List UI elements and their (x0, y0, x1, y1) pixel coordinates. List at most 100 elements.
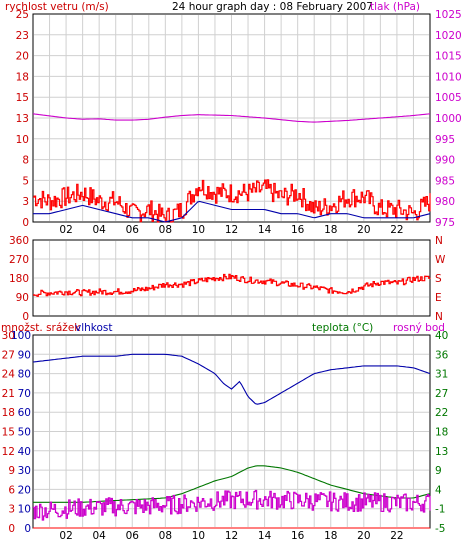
right-tick-label: -1 (435, 504, 445, 516)
series-line (33, 179, 431, 223)
x-tick-label: 04 (92, 530, 106, 542)
x-tick-label: 22 (390, 530, 403, 542)
left-tick-label: 20 (16, 51, 29, 63)
wind-pressure-chart (32, 13, 431, 223)
left-tick-label: 12 (2, 446, 15, 458)
right-tick-label: 995 (435, 134, 455, 146)
left-tick-label: 30 (2, 330, 15, 342)
right-tick-label: 1020 (435, 30, 462, 42)
left-tick-label: 13 (16, 113, 29, 125)
right-tick-label: 40 (435, 330, 448, 342)
left-tick-label: 5 (22, 175, 29, 187)
x-tick-label: 04 (92, 224, 106, 236)
left-tick-label: 360 (9, 235, 29, 247)
x-axis-hour-labels: 02 04 06 08 10 12 14 16 18 20 22 02 04 06 08 10 12 14 16 18… (59, 224, 403, 542)
right-tick-label: 1000 (435, 113, 462, 125)
left-tick-label: 0 (22, 217, 29, 229)
left-tick-label: 6 (8, 484, 15, 496)
x-tick-label: 06 (126, 224, 140, 236)
x-tick-label: 02 (59, 224, 72, 236)
x-tick-label: 12 (225, 530, 238, 542)
humidity-tick-label: 30 (18, 465, 31, 477)
left-tick-label: 180 (9, 273, 29, 285)
left-tick-label: 8 (22, 155, 29, 167)
left-tick-label: 23 (16, 30, 29, 42)
left-tick-label: 21 (2, 388, 15, 400)
right-tick-label: 1015 (435, 51, 462, 63)
left-tick-label: 270 (9, 254, 29, 266)
right-tick-label: 985 (435, 175, 455, 187)
left-tick-label: 0 (8, 523, 15, 535)
humidity-tick-label: 70 (18, 388, 31, 400)
pressure-label: tlak (hPa) (370, 1, 420, 13)
right-tick-label: 1025 (435, 9, 462, 21)
left-tick-label: 18 (2, 407, 15, 419)
right-tick-label: -5 (435, 523, 445, 535)
x-tick-label: 02 (59, 530, 72, 542)
right-tick-label: N (435, 235, 443, 247)
x-tick-label: 18 (324, 224, 337, 236)
temperature-label: teplota (°C) (312, 322, 373, 334)
x-tick-label: 12 (225, 224, 238, 236)
x-tick-label: 08 (159, 224, 172, 236)
humidity-temperature-chart (32, 334, 431, 529)
humidity-tick-label: 100 (11, 330, 31, 342)
right-tick-label: 27 (435, 388, 448, 400)
humidity-label: vlhkost (75, 322, 113, 334)
precipitation-label: množst. srážek (1, 322, 81, 334)
humidity-tick-label: 90 (18, 349, 31, 361)
right-tick-label: 31 (435, 369, 448, 381)
right-tick-label: 4 (435, 484, 442, 496)
right-tick-label: 1005 (435, 92, 462, 104)
wind-direction-chart (32, 239, 431, 317)
left-tick-label: 25 (16, 9, 29, 21)
humidity-tick-label: 40 (18, 446, 31, 458)
right-tick-label: 980 (435, 196, 455, 208)
x-tick-label: 06 (126, 530, 140, 542)
left-tick-label: 90 (16, 292, 29, 304)
right-tick-label: 18 (435, 427, 448, 439)
left-tick-label: 10 (16, 134, 29, 146)
humidity-tick-label: 50 (18, 427, 31, 439)
right-tick-label: E (435, 292, 442, 304)
humidity-tick-label: 60 (18, 407, 31, 419)
right-tick-label: N (435, 311, 443, 323)
humidity-tick-label: 0 (24, 523, 31, 535)
series-line (32, 353, 431, 405)
x-tick-label: 08 (159, 530, 172, 542)
x-tick-label: 20 (357, 224, 370, 236)
humidity-tick-label: 80 (18, 369, 31, 381)
x-tick-label: 10 (192, 224, 205, 236)
series-line (32, 113, 431, 123)
x-tick-label: 20 (357, 530, 370, 542)
left-tick-label: 15 (16, 92, 29, 104)
wind-speed-label: rychlost vetru (m/s) (5, 1, 109, 13)
right-tick-label: 36 (435, 349, 449, 361)
right-tick-label: 1010 (435, 71, 462, 83)
series-line (33, 200, 431, 223)
page-title: 24 hour graph day : 08 February 2007 (172, 1, 373, 13)
right-tick-label: W (435, 254, 446, 266)
x-tick-label: 16 (291, 224, 305, 236)
right-tick-label: 975 (435, 217, 455, 229)
right-tick-label: 13 (435, 446, 448, 458)
x-tick-label: 14 (258, 530, 272, 542)
x-tick-label: 14 (258, 224, 272, 236)
left-tick-label: 9 (8, 465, 15, 477)
series-line (33, 489, 431, 521)
humidity-tick-label: 10 (18, 504, 31, 516)
right-tick-label: 9 (435, 465, 442, 477)
humidity-tick-label: 20 (18, 484, 31, 496)
left-tick-label: 18 (16, 71, 29, 83)
x-tick-label: 18 (324, 530, 337, 542)
left-tick-label: 24 (2, 369, 16, 381)
x-tick-label: 22 (390, 224, 403, 236)
left-tick-label: 0 (22, 311, 29, 323)
x-tick-label: 10 (192, 530, 205, 542)
right-tick-label: 22 (435, 407, 448, 419)
left-tick-label: 3 (8, 504, 15, 516)
left-tick-label: 15 (2, 427, 15, 439)
right-tick-label: 990 (435, 155, 455, 167)
dew-point-label: rosný bod (393, 322, 445, 334)
